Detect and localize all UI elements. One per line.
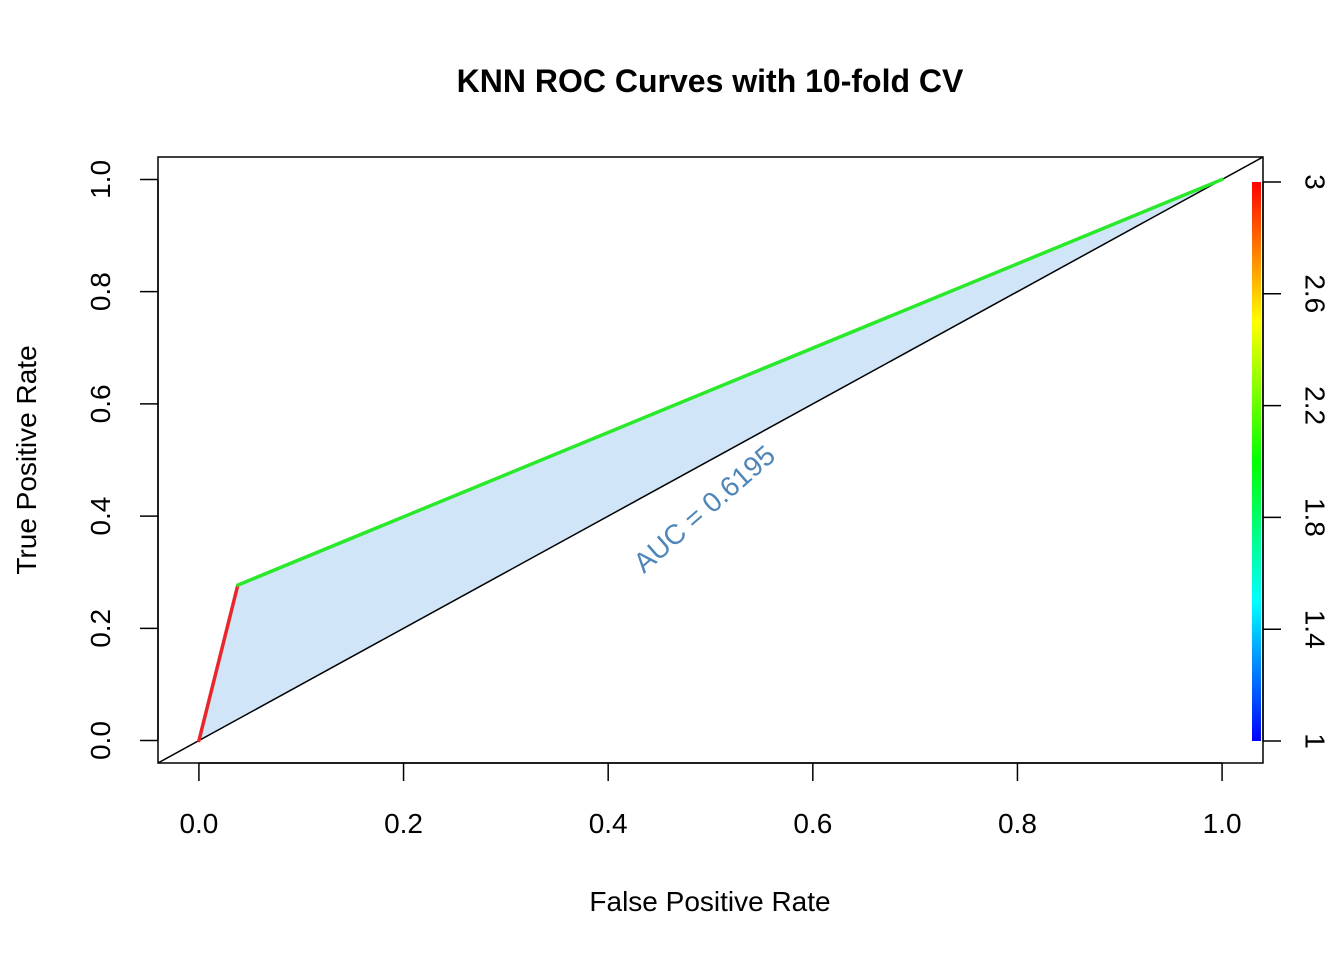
colorbar-tick-label: 2.6	[1300, 274, 1331, 313]
colorbar-tick-label: 1.8	[1300, 498, 1331, 537]
x-tick-label: 0.8	[998, 808, 1037, 839]
y-tick-label: 0.8	[85, 272, 116, 311]
chart-title: KNN ROC Curves with 10-fold CV	[457, 63, 964, 99]
x-axis: 0.0 0.2 0.4 0.6 0.8 1.0	[179, 762, 1242, 839]
x-axis-label: False Positive Rate	[589, 886, 830, 917]
colorbar-tick-label: 2.2	[1300, 386, 1331, 425]
x-tick-label: 0.0	[179, 808, 218, 839]
roc-curve-segment	[236, 177, 1224, 587]
x-tick-label: 0.6	[793, 808, 832, 839]
colorbar-gradient	[1252, 182, 1261, 741]
plot-frame	[157, 156, 1264, 764]
plot-area: AUC = 0.6195	[158, 157, 1263, 763]
diagonal-reference-line	[158, 157, 1263, 763]
y-tick-label: 1.0	[85, 160, 116, 199]
y-axis: 0.0 0.2 0.4 0.6 0.8 1.0	[85, 160, 159, 760]
colorbar-tick-label: 3	[1300, 174, 1331, 190]
y-tick-label: 0.2	[85, 609, 116, 648]
roc-curve-segment	[197, 583, 240, 743]
x-tick-label: 1.0	[1203, 808, 1242, 839]
y-tick-label: 0.0	[85, 721, 116, 760]
y-axis-label: True Positive Rate	[11, 345, 42, 574]
colorbar: 1 1.4 1.8 2.2 2.6 3	[1252, 174, 1331, 749]
colorbar-tick-label: 1	[1300, 733, 1331, 749]
plot-clip-group	[158, 157, 1263, 763]
colorbar-tick-label: 1.4	[1300, 610, 1331, 649]
x-tick-label: 0.2	[384, 808, 423, 839]
x-tick-label: 0.4	[589, 808, 628, 839]
y-tick-label: 0.6	[85, 384, 116, 423]
y-tick-label: 0.4	[85, 497, 116, 536]
